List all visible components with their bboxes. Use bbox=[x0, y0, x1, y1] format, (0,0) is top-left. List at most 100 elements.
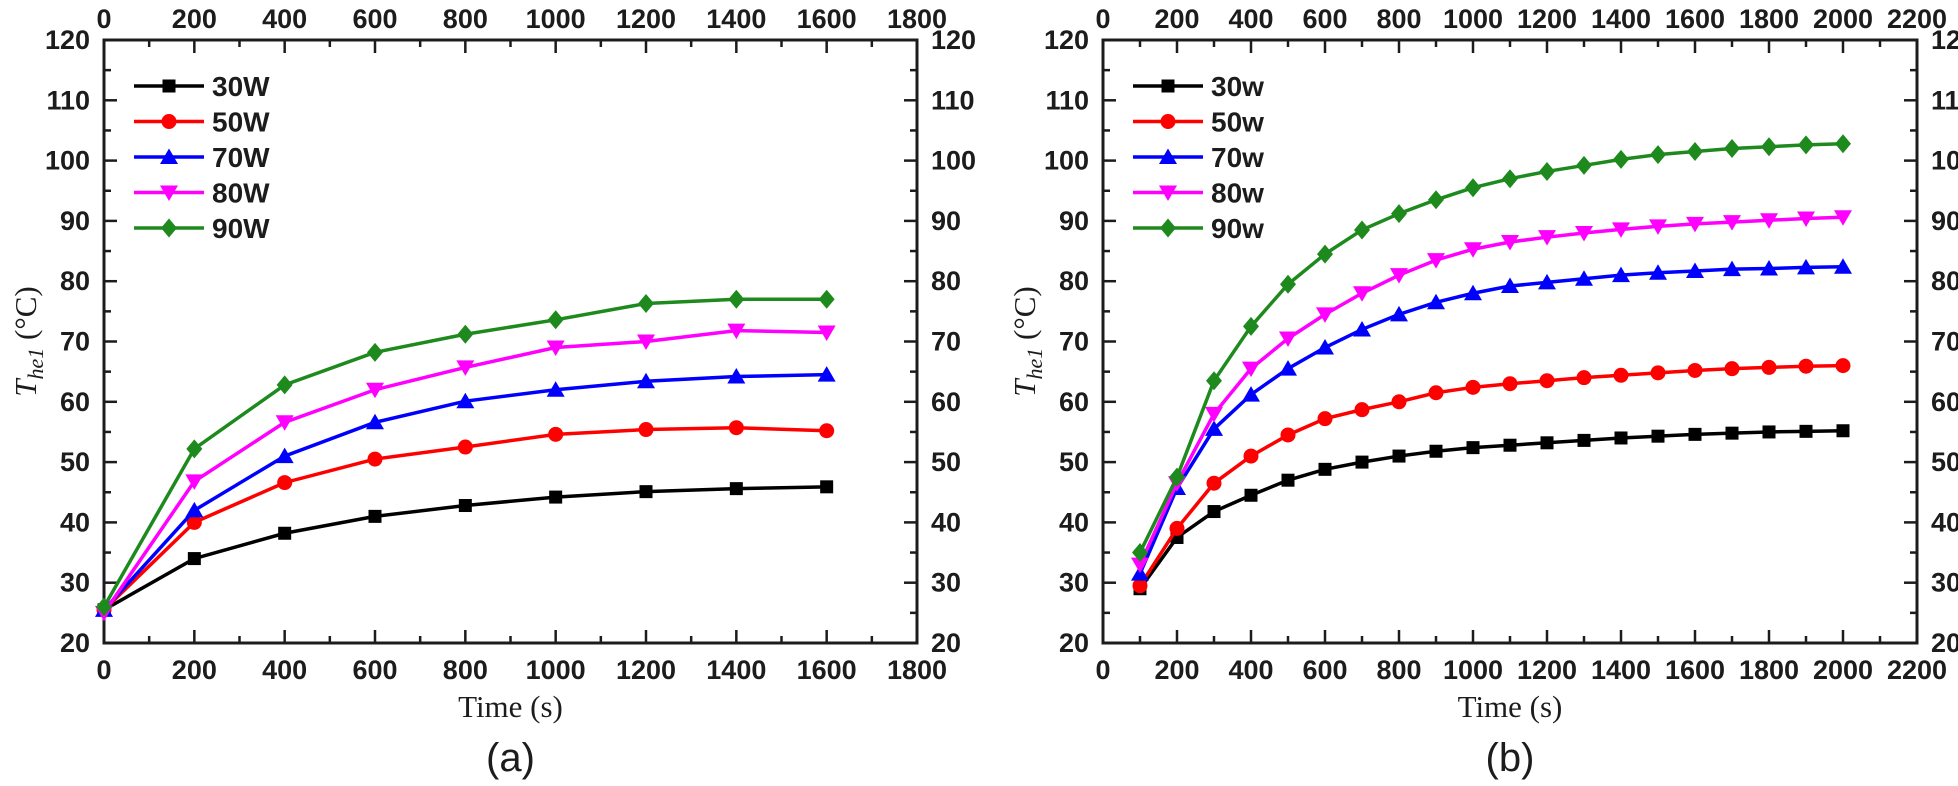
y-tick-label-right: 90 bbox=[931, 206, 961, 236]
series-90W bbox=[96, 289, 835, 617]
data-point-marker bbox=[639, 485, 653, 499]
y-tick-label-right: 20 bbox=[1931, 628, 1958, 658]
legend: 30W 50W 70W 80W 90W bbox=[134, 71, 270, 244]
x-tick-label-top: 1800 bbox=[1739, 4, 1799, 34]
y-tick-label-right: 30 bbox=[931, 568, 961, 598]
data-point-marker bbox=[1651, 429, 1665, 443]
legend-label: 80w bbox=[1211, 178, 1264, 209]
x-tick-label: 0 bbox=[96, 655, 111, 685]
data-point-marker bbox=[187, 552, 201, 566]
legend-label: 70w bbox=[1211, 142, 1264, 173]
data-point-marker bbox=[1242, 361, 1260, 378]
y-axis-title: The1 (°C) bbox=[1007, 286, 1047, 397]
data-point-marker bbox=[1466, 441, 1480, 455]
data-point-marker bbox=[1538, 230, 1556, 246]
data-point-marker bbox=[549, 490, 563, 504]
data-point-marker bbox=[278, 526, 292, 540]
y-tick-label: 120 bbox=[45, 25, 90, 55]
y-tick-label: 50 bbox=[60, 447, 90, 477]
y-tick-label: 70 bbox=[1059, 327, 1089, 357]
x-tick-label-top: 600 bbox=[1302, 4, 1347, 34]
data-point-marker bbox=[1169, 520, 1185, 536]
data-point-marker bbox=[637, 334, 655, 350]
data-point-marker bbox=[1575, 270, 1593, 286]
data-point-marker bbox=[456, 360, 475, 376]
x-tick-label-top: 1600 bbox=[797, 4, 857, 34]
data-point-marker bbox=[1353, 320, 1371, 337]
data-point-marker bbox=[1464, 242, 1482, 258]
y-tick-label-right: 50 bbox=[931, 447, 961, 477]
legend-marker bbox=[1159, 185, 1177, 201]
data-point-marker bbox=[1243, 316, 1259, 336]
data-point-marker bbox=[727, 323, 746, 340]
x-axis-title: Time (s) bbox=[1458, 689, 1563, 724]
y-tick-label-right: 80 bbox=[931, 266, 961, 296]
y-tick-label: 30 bbox=[1059, 568, 1089, 598]
data-point-marker bbox=[1724, 139, 1740, 159]
panel-label: (a) bbox=[486, 736, 535, 780]
data-point-marker bbox=[1391, 394, 1407, 410]
x-tick-label: 1000 bbox=[526, 655, 586, 685]
legend-item-70w: 70w bbox=[1133, 142, 1264, 173]
y-tick-label-right: 100 bbox=[931, 146, 976, 176]
data-point-marker bbox=[456, 392, 475, 409]
chart-b: 0 0 200 200 400 400 600 600 800 800 1000 1000 1200 12… bbox=[1007, 4, 1958, 780]
x-tick-label-top: 0 bbox=[1095, 4, 1110, 34]
x-tick-label-top: 200 bbox=[172, 4, 217, 34]
x-tick-label-top: 1800 bbox=[887, 4, 947, 34]
data-point-marker bbox=[1354, 220, 1370, 240]
y-tick-label: 100 bbox=[1044, 146, 1089, 176]
data-point-marker bbox=[368, 509, 382, 523]
data-point-marker bbox=[819, 423, 835, 439]
data-point-marker bbox=[1207, 505, 1221, 519]
data-point-marker bbox=[1799, 424, 1813, 438]
legend-item-90W: 90W bbox=[134, 213, 270, 244]
x-tick-label-top: 200 bbox=[1154, 4, 1199, 34]
x-tick-label: 600 bbox=[1302, 655, 1347, 685]
data-point-marker bbox=[1206, 475, 1222, 491]
data-point-marker bbox=[367, 451, 383, 467]
x-tick-label-top: 400 bbox=[1228, 4, 1273, 34]
y-tick-label: 40 bbox=[60, 507, 90, 537]
data-point-marker bbox=[1762, 425, 1776, 439]
y-tick-label-right: 40 bbox=[931, 507, 961, 537]
legend-item-90w: 90w bbox=[1133, 213, 1264, 244]
x-tick-label-top: 1200 bbox=[1517, 4, 1577, 34]
data-point-marker bbox=[1429, 444, 1443, 458]
data-point-marker bbox=[1835, 358, 1851, 374]
y-tick-label: 90 bbox=[60, 206, 90, 236]
data-point-marker bbox=[185, 501, 204, 518]
data-point-marker bbox=[1243, 448, 1259, 464]
x-tick-label: 800 bbox=[1376, 655, 1421, 685]
y-tick-label-right: 30 bbox=[1931, 568, 1958, 598]
data-point-marker bbox=[1760, 213, 1778, 229]
y-tick-label: 100 bbox=[45, 146, 90, 176]
legend-marker bbox=[160, 185, 178, 201]
legend-item-80W: 80W bbox=[134, 178, 270, 209]
data-point-marker bbox=[1835, 134, 1851, 154]
data-point-marker bbox=[1613, 367, 1629, 383]
data-point-marker bbox=[1132, 578, 1148, 594]
data-point-marker bbox=[546, 381, 565, 397]
data-point-marker bbox=[820, 480, 834, 494]
data-point-marker bbox=[1687, 142, 1703, 162]
y-tick-label-right: 120 bbox=[1931, 25, 1958, 55]
y-tick-label: 80 bbox=[1059, 266, 1089, 296]
legend-item-70W: 70W bbox=[134, 142, 270, 173]
data-point-marker bbox=[1575, 225, 1593, 242]
data-point-marker bbox=[1798, 135, 1814, 155]
data-point-marker bbox=[1614, 431, 1628, 445]
legend-label: 90w bbox=[1211, 213, 1264, 244]
x-tick-label: 400 bbox=[1228, 655, 1273, 685]
data-point-marker bbox=[1317, 411, 1333, 427]
data-point-marker bbox=[1132, 543, 1148, 563]
y-tick-label: 50 bbox=[1059, 447, 1089, 477]
data-point-marker bbox=[1723, 260, 1741, 277]
data-point-marker bbox=[1353, 286, 1371, 302]
data-point-marker bbox=[366, 413, 384, 430]
y-tick-label-right: 70 bbox=[1931, 327, 1958, 357]
y-tick-label: 120 bbox=[1044, 25, 1089, 55]
y-tick-label: 110 bbox=[46, 85, 90, 115]
y-tick-label-right: 20 bbox=[931, 628, 961, 658]
x-tick-label-top: 1200 bbox=[616, 4, 676, 34]
